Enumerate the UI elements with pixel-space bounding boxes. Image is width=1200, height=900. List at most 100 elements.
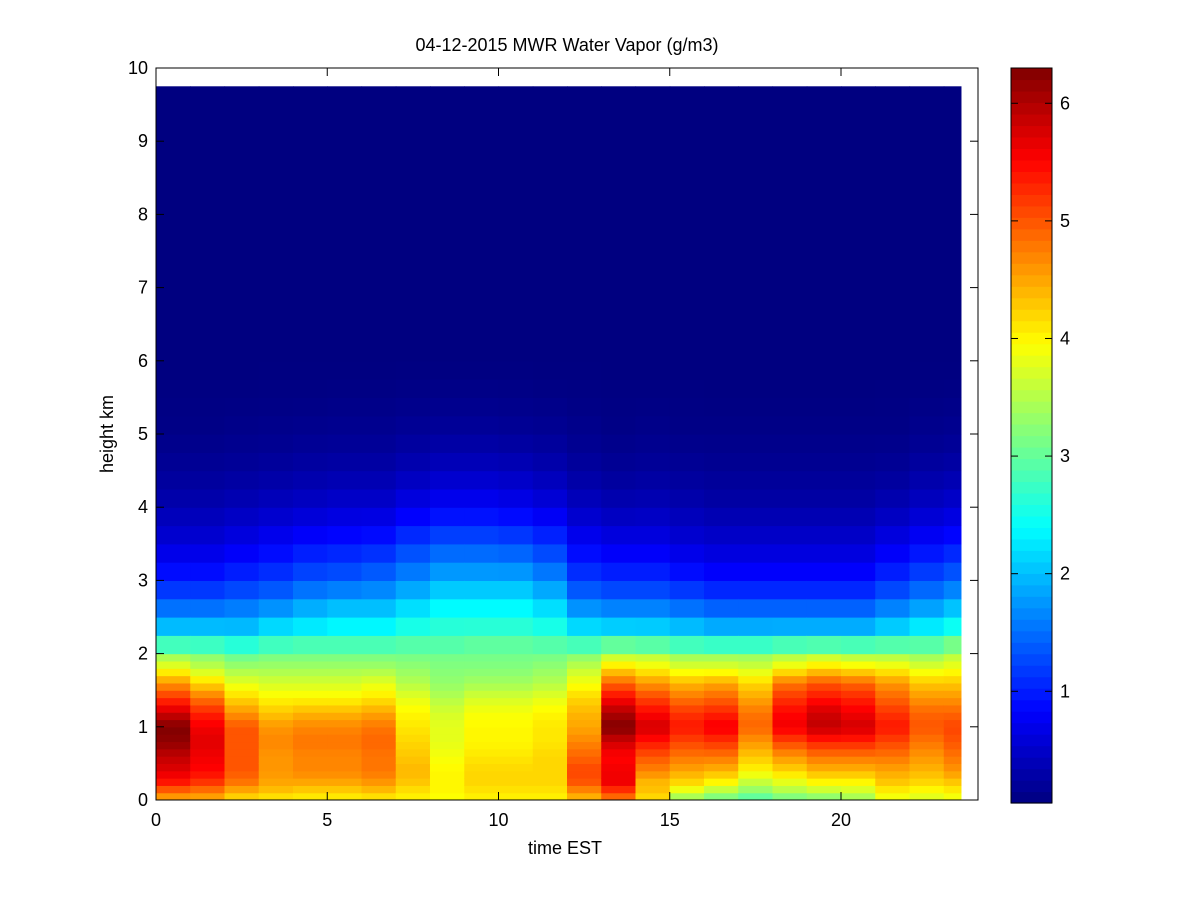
heatmap-cell xyxy=(395,562,431,581)
heatmap-cell xyxy=(395,660,431,669)
heatmap-cell xyxy=(224,360,260,380)
heatmap-cell xyxy=(532,379,568,398)
heatmap-cell xyxy=(361,617,397,636)
heatmap-cell xyxy=(772,452,808,472)
heatmap-cell xyxy=(190,488,226,508)
heatmap-cell xyxy=(190,756,226,764)
colorbar-band xyxy=(1011,389,1052,402)
heatmap-cell xyxy=(224,525,260,545)
heatmap-cell xyxy=(395,360,431,380)
heatmap-cell xyxy=(258,488,294,508)
heatmap-cell xyxy=(567,580,602,600)
heatmap-cell xyxy=(464,734,500,743)
heatmap-cell xyxy=(258,397,294,417)
heatmap-cell xyxy=(909,785,945,794)
heatmap-cell xyxy=(909,756,945,764)
heatmap-cell xyxy=(293,770,328,779)
heatmap-cell xyxy=(224,682,260,691)
heatmap-cell xyxy=(464,748,500,757)
heatmap-cell xyxy=(464,598,500,618)
heatmap-cell xyxy=(806,617,842,636)
heatmap-cell xyxy=(498,360,534,380)
colorbar-band xyxy=(1011,630,1052,643)
heatmap-cell xyxy=(532,704,568,713)
heatmap-cell xyxy=(704,397,739,417)
heatmap-cell xyxy=(258,704,294,713)
heatmap-cell xyxy=(601,507,637,527)
colorbar-band xyxy=(1011,297,1052,310)
heatmap-cell xyxy=(738,434,774,453)
heatmap-cell xyxy=(190,470,226,490)
heatmap-cell xyxy=(224,770,260,779)
heatmap-cell xyxy=(430,507,465,527)
heatmap-cell xyxy=(601,719,637,728)
heatmap-cell xyxy=(704,690,739,699)
heatmap-cell xyxy=(806,734,842,743)
heatmap-cell xyxy=(464,562,500,581)
heatmap-cell xyxy=(909,543,945,563)
heatmap-cell xyxy=(258,635,294,655)
heatmap-cell xyxy=(635,635,671,655)
heatmap-cell xyxy=(943,756,962,764)
heatmap-cell xyxy=(430,452,465,472)
colorbar-band xyxy=(1011,584,1052,597)
heatmap-cell xyxy=(567,712,602,721)
heatmap-cell xyxy=(395,617,431,636)
heatmap-cell xyxy=(909,726,945,735)
heatmap-cell xyxy=(635,726,671,735)
heatmap-cell xyxy=(224,452,260,472)
heatmap-cell xyxy=(156,397,191,417)
heatmap-cell xyxy=(704,763,739,772)
heatmap-cell xyxy=(395,748,431,757)
heatmap-cell xyxy=(293,792,328,800)
heatmap-cell xyxy=(327,726,363,735)
heatmap-cell xyxy=(498,379,534,398)
heatmap-cell xyxy=(430,580,465,600)
heatmap-cell xyxy=(669,668,705,677)
heatmap-cell xyxy=(532,763,568,772)
heatmap-cell xyxy=(156,562,191,581)
heatmap-cell xyxy=(156,675,191,684)
heatmap-cell xyxy=(635,86,671,362)
heatmap-cell xyxy=(772,470,808,490)
colorbar-band xyxy=(1011,263,1052,276)
heatmap-cell xyxy=(943,682,962,691)
heatmap-cell xyxy=(841,734,876,743)
heatmap-cell xyxy=(532,434,568,453)
heatmap-cell xyxy=(806,778,842,786)
heatmap-cell xyxy=(430,543,465,563)
heatmap-cell xyxy=(704,86,739,362)
heatmap-cell xyxy=(293,668,328,677)
colorbar-band xyxy=(1011,355,1052,368)
heatmap-cell xyxy=(258,580,294,600)
heatmap-cell xyxy=(601,792,637,800)
heatmap-cell xyxy=(567,86,602,362)
heatmap-cell xyxy=(738,562,774,581)
heatmap-cell xyxy=(772,778,808,786)
colorbar-band xyxy=(1011,343,1052,356)
heatmap-cell xyxy=(327,756,363,764)
heatmap-cell xyxy=(635,682,671,691)
heatmap-cell xyxy=(806,726,842,735)
heatmap-cell xyxy=(841,668,876,677)
heatmap-cell xyxy=(532,507,568,527)
heatmap-cell xyxy=(875,690,911,699)
x-axis-label: time EST xyxy=(528,838,602,858)
heatmap-cell xyxy=(943,617,962,636)
heatmap-cell xyxy=(669,697,705,706)
heatmap-cell xyxy=(327,653,363,662)
heatmap-cell xyxy=(806,748,842,757)
heatmap-cell xyxy=(704,682,739,691)
heatmap-cell xyxy=(567,660,602,669)
heatmap-cell xyxy=(430,360,465,380)
heatmap-cell xyxy=(943,660,962,669)
heatmap-cell xyxy=(635,668,671,677)
heatmap-cell xyxy=(361,507,397,527)
heatmap-cell xyxy=(772,756,808,764)
colorbar-band xyxy=(1011,676,1052,689)
heatmap-cell xyxy=(601,778,637,786)
heatmap-cell xyxy=(738,668,774,677)
heatmap-cell xyxy=(224,778,260,786)
colorbar-band xyxy=(1011,780,1052,793)
heatmap-cell xyxy=(430,741,465,750)
